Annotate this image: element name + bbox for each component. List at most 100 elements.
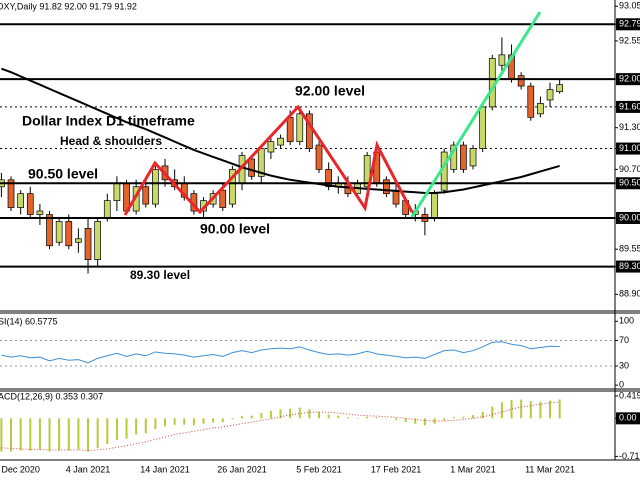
macd-bar [183, 418, 186, 425]
macd-bar [164, 418, 167, 427]
macd-bar [395, 418, 398, 420]
candle-body [363, 155, 371, 188]
x-tick-label: 5 Feb 2021 [296, 464, 342, 474]
y-tick-label: 70 [619, 335, 629, 345]
candle-body [392, 189, 400, 205]
candle-body [479, 106, 486, 149]
macd-bar [443, 418, 446, 421]
macd-bar [202, 418, 205, 424]
macd-bar [404, 418, 407, 423]
y-tick-label: 88.90 [619, 289, 640, 299]
macd-bar [366, 416, 369, 419]
tick-label-box [616, 211, 640, 224]
candle-body [315, 144, 323, 170]
macd-bar [154, 418, 157, 430]
tick-label-box [616, 73, 640, 86]
macd-bar [96, 418, 99, 448]
candle-body [17, 193, 24, 208]
macd-bar [433, 418, 436, 424]
candle-body [296, 113, 304, 142]
candle-body [325, 169, 332, 188]
candle-body [229, 169, 236, 205]
macd-bar [135, 418, 138, 435]
candle-body [7, 179, 15, 208]
macd-bar [472, 415, 475, 419]
y-tick-label: 92.79 [619, 19, 640, 29]
y-tick-label: 100 [619, 316, 634, 326]
macd-bar [308, 409, 311, 419]
candle-body [277, 137, 284, 146]
tick-label-box [616, 412, 640, 425]
macd-bar [29, 418, 32, 451]
candle-body [248, 158, 255, 177]
macd-bar [19, 418, 22, 451]
y-tick-label: 89.55 [619, 244, 640, 254]
candle-body [26, 193, 34, 215]
macd-bar [298, 407, 301, 419]
macd-bar [529, 401, 532, 419]
candle-body [152, 169, 159, 205]
x-tick-label: 4 Jan 2021 [66, 464, 111, 474]
macd-bar [481, 411, 484, 419]
annotation: 89.30 level [130, 268, 190, 282]
y-tick-label: 91.00 [619, 143, 640, 153]
macd-bar [491, 406, 494, 419]
candle-body [257, 148, 265, 177]
moving-average [1, 67, 560, 194]
macd-bar [10, 418, 13, 452]
macd-bar [87, 418, 90, 452]
price-header: DXY,Daily 91.82 92.00 91.79 91.92 [0, 1, 137, 11]
macd-bar [212, 418, 215, 423]
macd-bar [67, 418, 70, 451]
tick-label-box [616, 260, 640, 273]
macd-bar [337, 415, 340, 419]
macd-bar [48, 418, 51, 452]
candle-body [431, 193, 438, 219]
rsi-line [1, 341, 560, 364]
y-tick-label: -0.71 [619, 451, 640, 461]
candle-body [219, 189, 227, 208]
macd-bar [500, 402, 503, 419]
macd-bar [144, 418, 147, 434]
candle-body [84, 228, 92, 260]
candle-body [113, 182, 121, 201]
macd-bar [462, 416, 465, 419]
x-tick-label: 1 Mar 2021 [450, 464, 496, 474]
y-tick-label: 0.00 [619, 413, 637, 423]
y-tick-label: 92.00 [619, 74, 640, 84]
candle-body [46, 214, 53, 247]
x-tick-label: Dec 2020 [1, 464, 40, 474]
x-tick-label: 11 Mar 2021 [525, 464, 575, 474]
candle-body [517, 75, 525, 87]
macd-bar [173, 418, 176, 425]
y-tick-label: 90.00 [619, 212, 640, 222]
candle-body [103, 200, 111, 219]
macd-bar [0, 418, 3, 452]
tick-label-box [616, 18, 640, 31]
macd-bar [558, 399, 561, 419]
y-tick-label: 30 [619, 360, 629, 370]
macd-bar [279, 409, 282, 419]
candle-body [546, 89, 554, 101]
macd-bar [510, 400, 513, 419]
candle-body [75, 238, 82, 243]
candle-body [55, 221, 63, 243]
macd-bar [106, 418, 109, 445]
candle-body [286, 116, 294, 142]
head-shoulders-line [123, 104, 414, 216]
tick-label-box [616, 100, 640, 113]
candle-body [267, 141, 275, 153]
macd-bar [520, 399, 523, 419]
macd-bar [250, 415, 253, 419]
y-tick-label: 91.60 [619, 101, 640, 111]
y-tick-label: 90.50 [619, 178, 640, 188]
annotation: 92.00 level [295, 83, 365, 99]
tick-label-box [616, 142, 640, 155]
macd-bar [77, 418, 80, 450]
macd-bar [260, 412, 263, 419]
candle-body [537, 103, 544, 115]
plot-layers: 93.05 92.79 92.55 92.00 91.60 91.30 91.00 90.70… [0, 1, 640, 461]
candle-body [142, 186, 150, 205]
annotation: 90.00 level [200, 221, 270, 237]
macd-bar [346, 417, 349, 419]
